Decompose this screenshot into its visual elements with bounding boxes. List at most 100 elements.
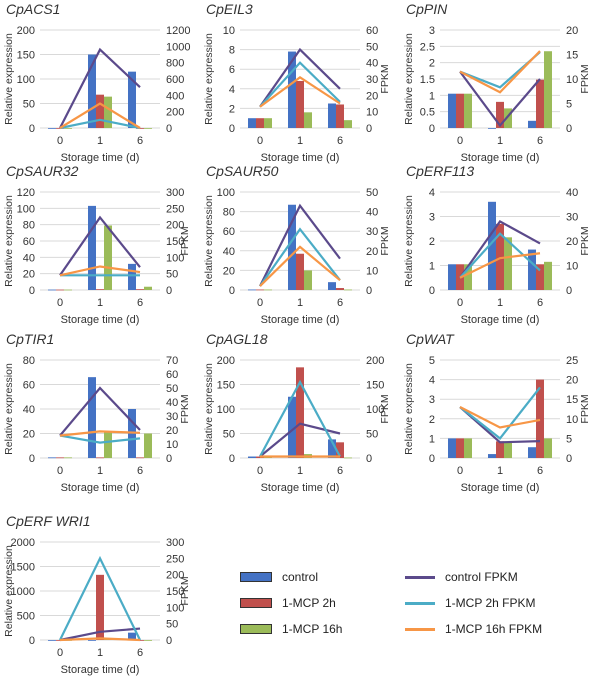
bar-control (48, 640, 56, 641)
line-1-mcp-2h-fpkm (259, 61, 341, 108)
bar-1-mcp-16h (264, 118, 272, 128)
y-tick-label: 20 (23, 269, 35, 281)
x-tick-label: 1 (497, 465, 503, 477)
bar-control (288, 51, 296, 129)
bar-1-mcp-16h (544, 438, 552, 458)
x-tick-label: 0 (57, 465, 63, 477)
y-tick-label: 80 (23, 220, 35, 232)
bar-1-mcp-16h (144, 128, 152, 129)
x-axis-label: Storage time (d) (61, 152, 140, 164)
y2-tick-label: 10 (366, 107, 378, 119)
line-1-mcp-2h-fpkm (59, 434, 141, 444)
y2-tick-label: 5 (566, 99, 572, 111)
line-1-mcp-16h-fpkm (59, 430, 141, 437)
chart-title: CpTIR1 (6, 331, 54, 347)
x-tick-label: 1 (297, 465, 303, 477)
y-tick-label: 20 (23, 429, 35, 441)
bar-1-mcp-2h (496, 441, 504, 458)
bar-1-mcp-16h (264, 289, 272, 291)
bar-1-mcp-2h (336, 104, 344, 128)
chart-svg: CpAGL18050100150200050100150200Relative … (203, 331, 391, 494)
y-tick-label: 1.5 (420, 74, 435, 86)
y2-tick-label: 50 (166, 383, 178, 395)
y2-tick-label: 20 (566, 25, 578, 37)
line-control-fpkm (59, 386, 141, 437)
bar-1-mcp-2h (336, 288, 344, 290)
chart-cpagl18: CpAGL18 0 50 100 150 200 0 50 100 150 200 Relative … (200, 330, 400, 498)
legend-swatch (240, 598, 272, 608)
bar-control (488, 454, 496, 458)
y-tick-label: 0 (229, 285, 235, 297)
chart-cpwat: CpWAT 0 1 2 3 4 5 0 5 10 15 20 25 Relative expression… (400, 330, 600, 498)
y-tick-label: 150 (217, 380, 235, 392)
bar-1-mcp-2h (496, 101, 504, 128)
x-axis-label: Storage time (d) (261, 152, 340, 164)
bar-1-mcp-16h (304, 112, 312, 128)
bar-1-mcp-2h (336, 442, 344, 458)
x-axis-label: Storage time (d) (61, 482, 140, 494)
y2-tick-label: 20 (366, 246, 378, 258)
bar-control (48, 128, 56, 129)
x-tick-label: 0 (57, 297, 63, 309)
y2-tick-label: 15 (566, 394, 578, 406)
chart-title: CpERF WRI1 (6, 513, 91, 529)
legend-label: control (282, 570, 319, 584)
legend-item-1mcp-16h: 1-MCP 16h (240, 622, 342, 636)
x-tick-label: 0 (257, 465, 263, 477)
y2-tick-label: 10 (366, 265, 378, 277)
line-1-mcp-16h-fpkm (59, 265, 141, 277)
x-tick-label: 1 (97, 465, 103, 477)
y-tick-label: 40 (223, 246, 235, 258)
bar-1-mcp-2h (536, 79, 544, 128)
chart-cperf113: CpERF113 0 1 2 3 4 0 10 20 30 40 Relative expressio… (400, 162, 600, 330)
bar-control (128, 263, 136, 290)
bar-control (88, 205, 96, 290)
line-1-mcp-16h-fpkm (259, 76, 341, 108)
x-tick-label: 0 (57, 647, 63, 659)
x-tick-label: 0 (457, 297, 463, 309)
chart-cpsaur50: CpSAUR50 0 20 40 60 80 100 0 10 20 30 40 50 Relative … (200, 162, 400, 330)
bar-1-mcp-16h (64, 128, 72, 129)
y2-tick-label: 100 (366, 404, 384, 416)
y2-tick-label: 200 (166, 570, 184, 582)
y-axis-label: Relative expression (3, 363, 15, 455)
bar-control (48, 457, 56, 459)
bar-1-mcp-16h (344, 457, 352, 459)
x-tick-label: 1 (497, 297, 503, 309)
chart-cptir1: CpTIR1 0 20 40 60 80 0 10 20 30 40 50 60 70 Relative e… (0, 330, 200, 498)
y2-tick-label: 100 (166, 252, 184, 264)
y-tick-label: 2 (429, 414, 435, 426)
legend-item-control-fpkm: control FPKM (405, 570, 518, 584)
y-tick-label: 3 (429, 212, 435, 224)
bar-1-mcp-16h (104, 96, 112, 128)
y2-tick-label: 0 (166, 123, 172, 135)
y-tick-label: 100 (217, 404, 235, 416)
y-tick-label: 2 (429, 236, 435, 248)
y2-axis-label: FPKM (579, 64, 591, 93)
y2-tick-label: 200 (366, 355, 384, 367)
x-tick-label: 6 (137, 647, 143, 659)
y2-tick-label: 1200 (166, 25, 190, 37)
y-tick-label: 6 (229, 64, 235, 76)
line-1-mcp-16h-fpkm (59, 102, 141, 129)
y2-tick-label: 150 (366, 380, 384, 392)
bar-1-mcp-16h (504, 237, 512, 290)
y-tick-label: 2000 (11, 537, 35, 549)
legend-item-1mcp-2h: 1-MCP 2h (240, 596, 336, 610)
y-tick-label: 0 (229, 453, 235, 465)
x-tick-label: 1 (297, 297, 303, 309)
line-control-fpkm (459, 70, 541, 128)
bar-control (88, 640, 96, 641)
x-tick-label: 6 (337, 297, 343, 309)
y-tick-label: 0 (29, 635, 35, 647)
y-tick-label: 10 (223, 25, 235, 37)
y2-axis-label: FPKM (179, 226, 191, 255)
x-tick-label: 0 (457, 465, 463, 477)
legend-label: 1-MCP 16h (282, 622, 343, 636)
y-axis-label: Relative expression (203, 363, 215, 455)
y2-tick-label: 40 (166, 397, 178, 409)
bar-1-mcp-16h (544, 51, 552, 128)
y-tick-label: 8 (229, 45, 235, 57)
y-tick-label: 0 (429, 453, 435, 465)
